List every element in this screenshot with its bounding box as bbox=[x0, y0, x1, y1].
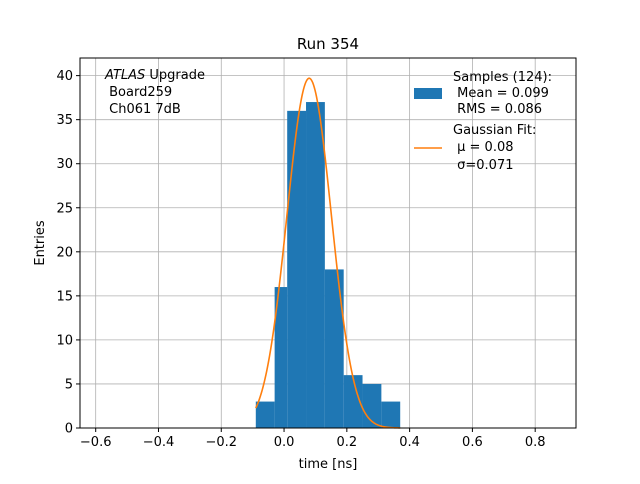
legend-histogram-line-3: RMS = 0.086 bbox=[453, 102, 542, 117]
channel-label: Ch061 7dB bbox=[105, 102, 181, 117]
y-tick-label: 15 bbox=[56, 289, 73, 304]
legend-fit-line-3: σ=0.071 bbox=[453, 158, 513, 173]
y-tick-label: 35 bbox=[56, 113, 73, 128]
svg-text:ATLAS Upgrade: ATLAS Upgrade bbox=[104, 68, 205, 83]
legend-fit-line-1: Gaussian Fit: bbox=[453, 123, 536, 138]
histogram-bar-5 bbox=[343, 375, 363, 428]
x-tick-label: 0.4 bbox=[399, 435, 420, 450]
histogram-bar-3 bbox=[306, 102, 325, 429]
legend-histogram-line-1: Samples (124): bbox=[453, 70, 552, 85]
y-tick-label: 30 bbox=[56, 157, 73, 172]
histogram-bars bbox=[255, 102, 401, 429]
y-tick-label: 40 bbox=[56, 69, 73, 84]
histogram-bar-4 bbox=[324, 269, 344, 428]
x-tick-label: −0.6 bbox=[80, 435, 112, 450]
histogram-bar-1 bbox=[274, 287, 288, 428]
histogram-bar-2 bbox=[287, 110, 307, 428]
legend: Samples (124): Mean = 0.099 RMS = 0.086 … bbox=[414, 70, 552, 173]
x-tick-label: −0.4 bbox=[143, 435, 175, 450]
x-tick-label: 0.6 bbox=[462, 435, 483, 450]
board-label: Board259 bbox=[105, 85, 172, 100]
y-tick-label: 10 bbox=[56, 333, 73, 348]
y-tick-label: 5 bbox=[65, 377, 73, 392]
chart-title: Run 354 bbox=[297, 35, 359, 53]
y-axis-ticks: 0 5 10 15 20 25 30 35 40 bbox=[56, 69, 80, 437]
y-tick-label: 25 bbox=[56, 201, 73, 216]
x-tick-label: −0.2 bbox=[205, 435, 237, 450]
histogram-bar-7 bbox=[381, 401, 401, 428]
x-tick-label: 0.8 bbox=[525, 435, 546, 450]
y-tick-label: 20 bbox=[56, 245, 73, 260]
x-tick-label: 0.0 bbox=[274, 435, 295, 450]
legend-histogram-swatch bbox=[414, 88, 442, 99]
x-axis-label: time [ns] bbox=[299, 457, 358, 472]
histogram-bar-0 bbox=[255, 401, 275, 428]
atlas-annotation: ATLAS Upgrade Board259 Ch061 7dB bbox=[104, 68, 205, 117]
y-axis-label: Entries bbox=[33, 220, 48, 266]
x-axis-ticks: −0.6 −0.4 −0.2 0.0 0.2 0.4 0.6 0.8 bbox=[80, 428, 546, 450]
upgrade-label: Upgrade bbox=[145, 68, 205, 83]
y-tick-label: 0 bbox=[65, 422, 73, 437]
legend-fit-line-2: μ = 0.08 bbox=[453, 140, 514, 155]
legend-histogram-line-2: Mean = 0.099 bbox=[453, 86, 549, 101]
plot-frame bbox=[79, 57, 577, 429]
gaussian-fit-curve bbox=[255, 77, 401, 429]
x-tick-label: 0.2 bbox=[336, 435, 357, 450]
atlas-label: ATLAS bbox=[104, 68, 145, 83]
